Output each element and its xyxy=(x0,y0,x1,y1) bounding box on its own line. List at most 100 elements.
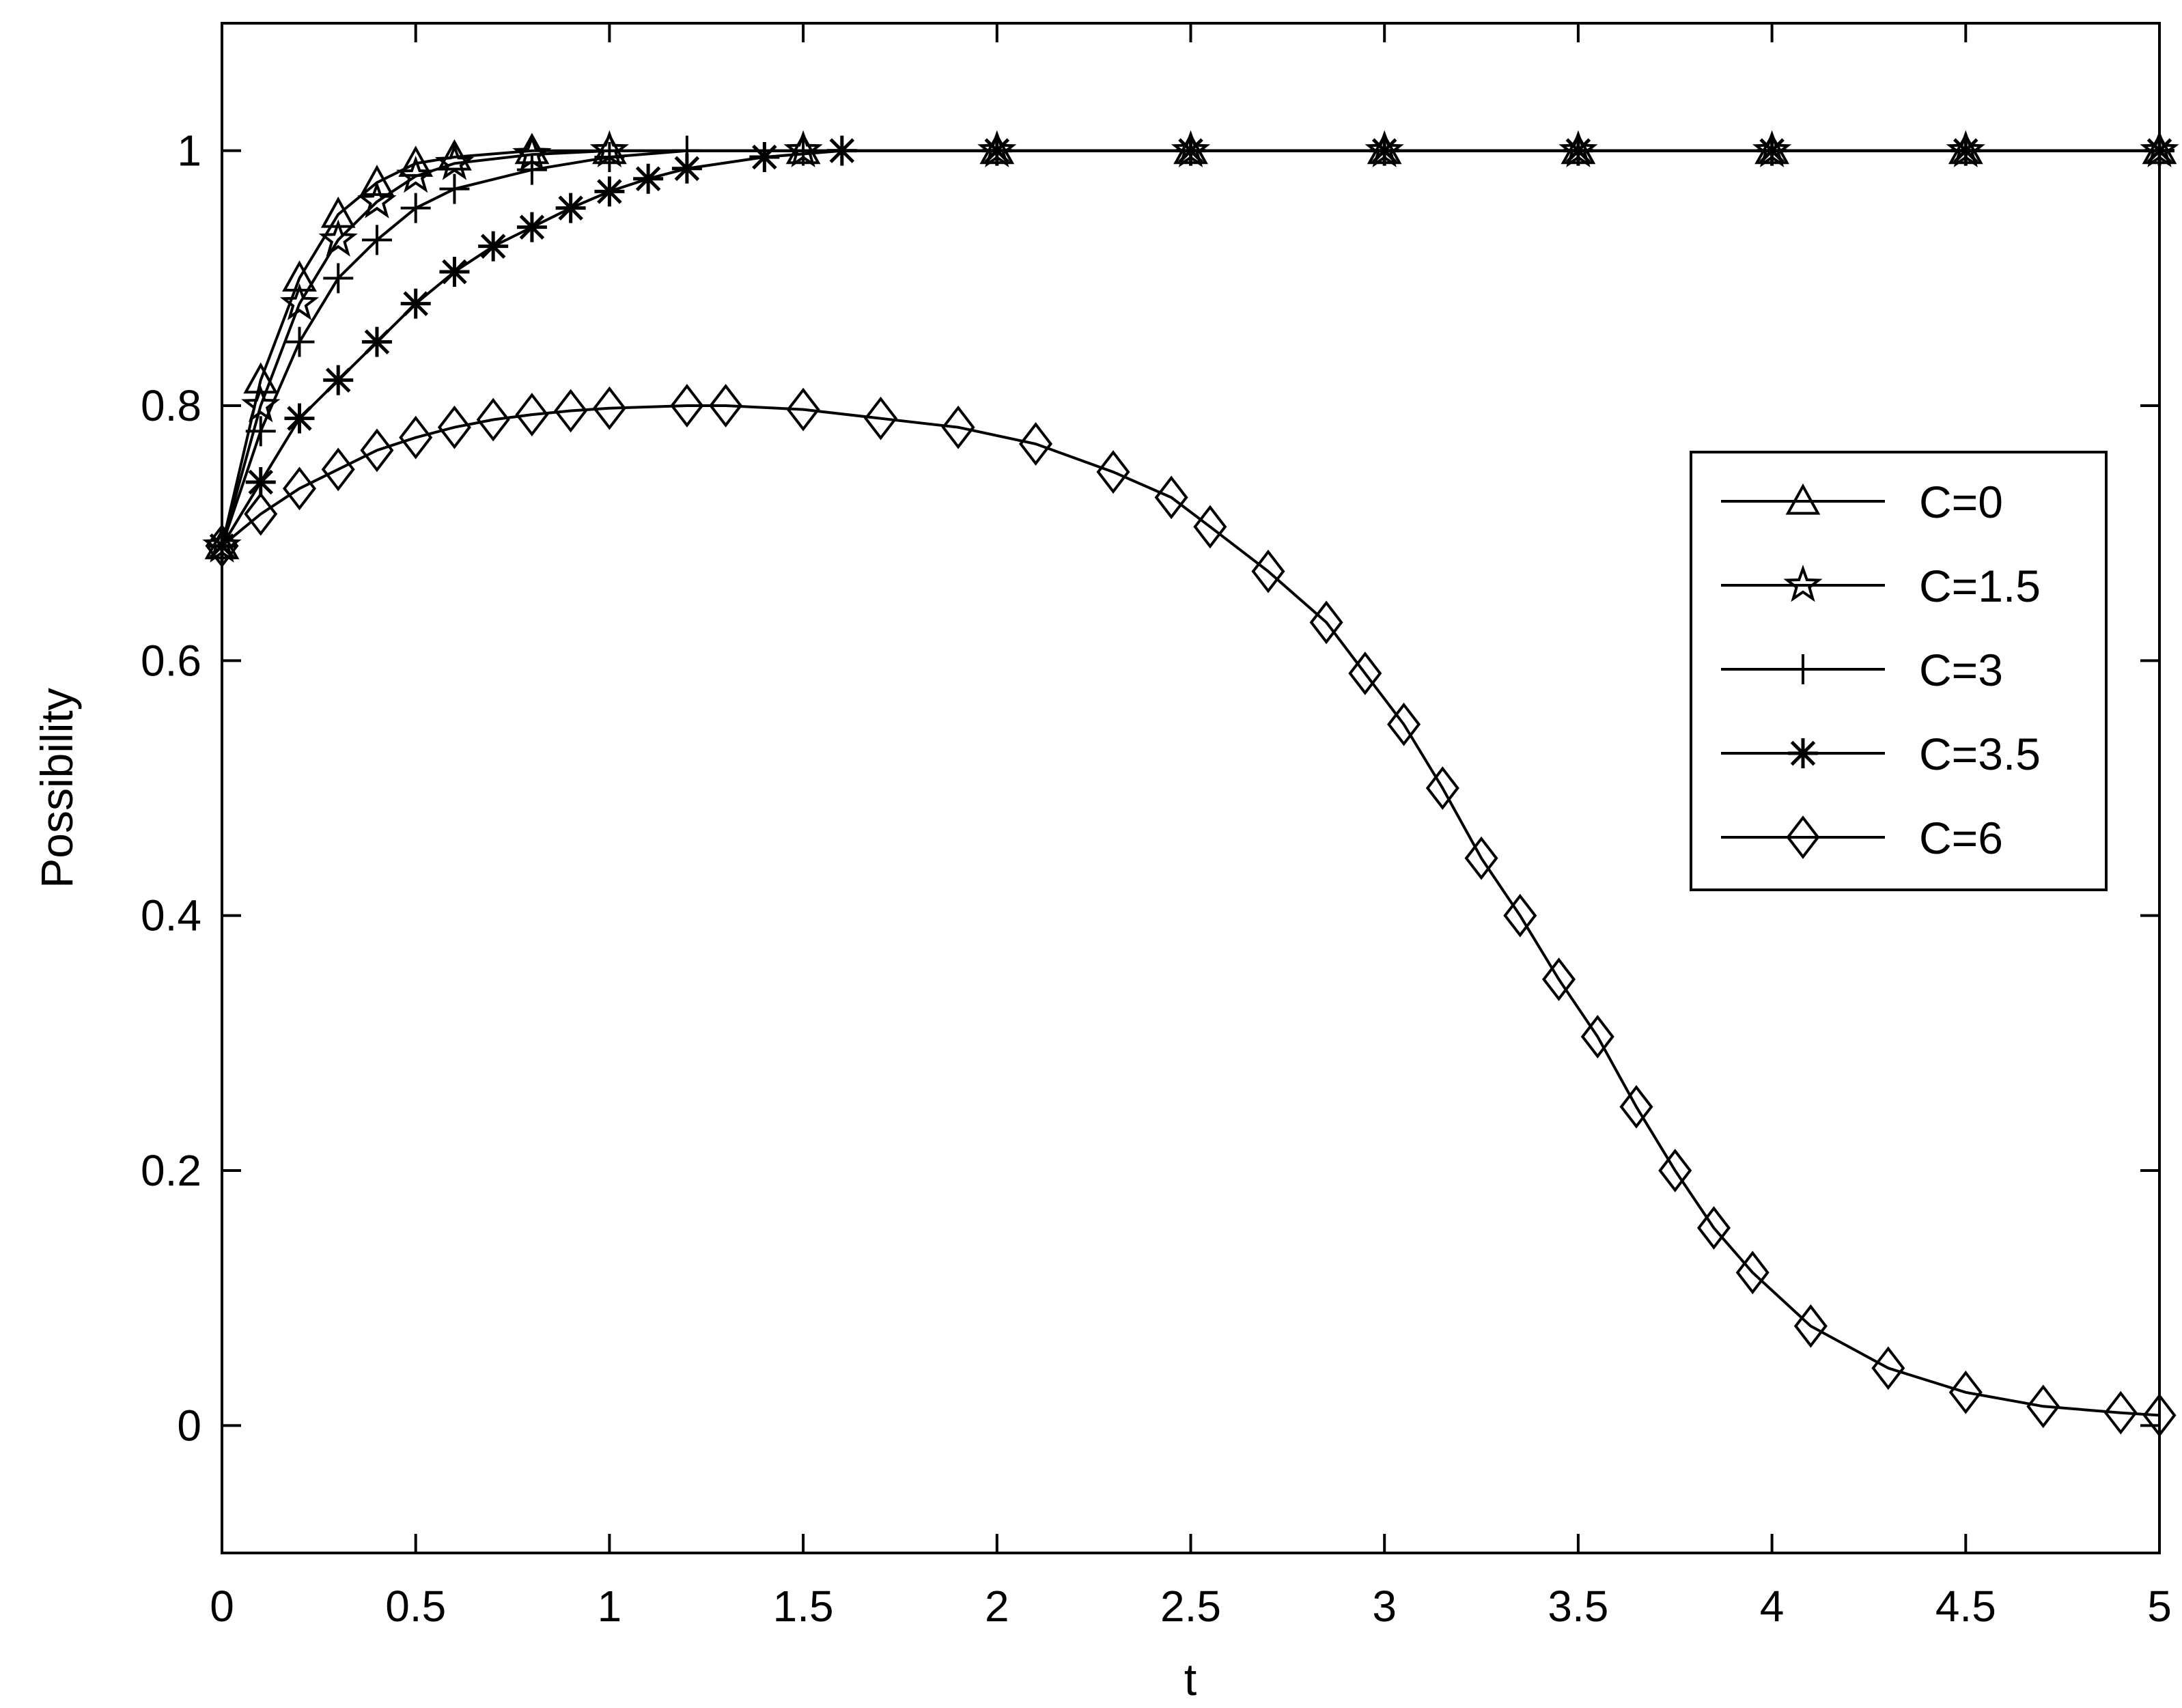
x-tick-label: 2.5 xyxy=(1160,1582,1221,1631)
point-marker-asterisk xyxy=(323,365,354,395)
legend-item: C=3 xyxy=(1721,645,2003,695)
point-marker-diamond xyxy=(321,447,355,492)
point-marker-plus xyxy=(245,416,276,447)
point-marker-asterisk xyxy=(361,326,392,357)
legend-label: C=6 xyxy=(1919,813,2003,863)
point-marker-diamond xyxy=(1348,652,1382,695)
point-marker-diamond xyxy=(709,384,743,428)
point-marker-diamond xyxy=(282,466,317,511)
point-marker-asterisk xyxy=(633,163,664,194)
point-marker-asterisk xyxy=(555,193,586,223)
point-marker-diamond xyxy=(244,492,278,536)
y-tick-label: 0.2 xyxy=(141,1146,201,1195)
point-marker-diamond xyxy=(592,386,626,430)
point-marker-diamond xyxy=(941,405,975,449)
point-marker-diamond xyxy=(1425,766,1459,810)
point-marker-triangle xyxy=(359,165,395,196)
point-marker-pentagram xyxy=(279,283,320,320)
point-marker-diamond xyxy=(1387,702,1421,746)
legend-label: C=1.5 xyxy=(1919,561,2041,611)
point-marker-asterisk xyxy=(400,288,431,319)
point-marker-plus xyxy=(361,225,392,255)
point-marker-diamond xyxy=(1251,549,1285,593)
point-marker-asterisk xyxy=(284,403,315,434)
y-tick-label: 0.8 xyxy=(141,381,201,430)
point-marker-pentagram xyxy=(241,384,281,423)
point-marker-diamond xyxy=(437,405,471,449)
legend-item: C=6 xyxy=(1721,813,2003,863)
point-marker-asterisk xyxy=(1757,135,1787,166)
point-marker-diamond xyxy=(554,389,588,433)
point-marker-diamond xyxy=(2026,1384,2060,1429)
point-marker-plus xyxy=(323,263,354,294)
x-tick-label: 1 xyxy=(598,1582,622,1631)
point-marker-asterisk xyxy=(826,135,857,166)
legend-box xyxy=(1690,451,2108,891)
point-marker-triangle xyxy=(1785,483,1821,515)
y-tick-label: 1 xyxy=(177,126,201,176)
point-marker-diamond xyxy=(1464,836,1498,880)
point-marker-asterisk xyxy=(1369,135,1400,166)
x-axis-label: t xyxy=(1184,1654,1197,1705)
y-tick-label: 0.4 xyxy=(141,891,201,940)
x-tick-label: 4.5 xyxy=(1935,1582,1996,1631)
point-marker-asterisk xyxy=(749,142,780,172)
point-marker-diamond xyxy=(1793,1304,1828,1348)
x-tick-label: 1.5 xyxy=(773,1582,834,1631)
legend-label: C=3.5 xyxy=(1919,729,2041,779)
x-tick-label: 3 xyxy=(1372,1582,1397,1631)
point-marker-diamond xyxy=(1309,600,1343,645)
point-marker-asterisk xyxy=(1950,135,1981,166)
point-marker-diamond xyxy=(1658,1149,1692,1192)
point-marker-diamond xyxy=(786,387,820,432)
legend: C=0 C=1.5 C=3 C=3.5 C=6 xyxy=(1690,451,2108,891)
y-axis: 0 0.2 0.4 0.6 0.8 1 xyxy=(141,126,2159,1450)
point-marker-diamond xyxy=(515,393,549,436)
point-marker-pentagram xyxy=(318,219,358,257)
point-marker-pentagram xyxy=(357,181,397,219)
point-marker-plus xyxy=(516,154,547,185)
point-marker-diamond xyxy=(1948,1370,1983,1414)
point-marker-asterisk xyxy=(594,176,625,207)
series-C=3.5 xyxy=(207,135,2174,561)
series-C=6 xyxy=(205,384,2177,1438)
x-tick-label: 0 xyxy=(210,1582,234,1631)
point-marker-diamond xyxy=(399,415,433,460)
point-marker-asterisk xyxy=(478,231,509,262)
point-marker-diamond xyxy=(1542,957,1576,1001)
point-marker-diamond xyxy=(1154,475,1188,520)
point-marker-asterisk xyxy=(981,135,1012,166)
point-marker-plus xyxy=(594,142,625,172)
point-marker-asterisk xyxy=(1563,135,1593,166)
point-marker-plus xyxy=(1788,654,1818,684)
x-tick-label: 0.5 xyxy=(385,1582,446,1631)
point-marker-diamond xyxy=(1696,1206,1731,1250)
point-marker-diamond xyxy=(1503,893,1537,938)
x-axis: 0 0.5 1 1.5 2 2.5 3 3.5 4 4.5 5 xyxy=(210,23,2172,1631)
point-marker-asterisk xyxy=(439,257,470,287)
x-tick-label: 5 xyxy=(2147,1582,2172,1631)
y-axis-label: Possibility xyxy=(31,688,82,888)
legend-item: C=1.5 xyxy=(1721,561,2041,611)
point-marker-pentagram xyxy=(1783,564,1823,602)
point-marker-diamond xyxy=(1580,1015,1614,1059)
x-tick-label: 3.5 xyxy=(1548,1582,1608,1631)
point-marker-pentagram xyxy=(434,143,475,180)
series-layer xyxy=(202,130,2179,1438)
point-marker-diamond xyxy=(864,396,898,440)
point-marker-diamond xyxy=(1871,1346,1905,1390)
y-tick-label: 0.6 xyxy=(141,636,201,685)
point-marker-plus xyxy=(400,193,431,223)
point-marker-plus xyxy=(439,173,470,204)
point-marker-diamond xyxy=(476,397,510,442)
series-line xyxy=(221,149,2159,547)
point-marker-asterisk xyxy=(671,153,702,184)
point-marker-diamond xyxy=(360,428,394,473)
point-marker-asterisk xyxy=(1175,135,1206,166)
point-marker-asterisk xyxy=(245,467,276,497)
point-marker-asterisk xyxy=(1788,738,1818,768)
point-marker-diamond xyxy=(1096,450,1130,494)
point-marker-diamond xyxy=(2103,1390,2138,1435)
legend-item: C=0 xyxy=(1721,477,2003,527)
